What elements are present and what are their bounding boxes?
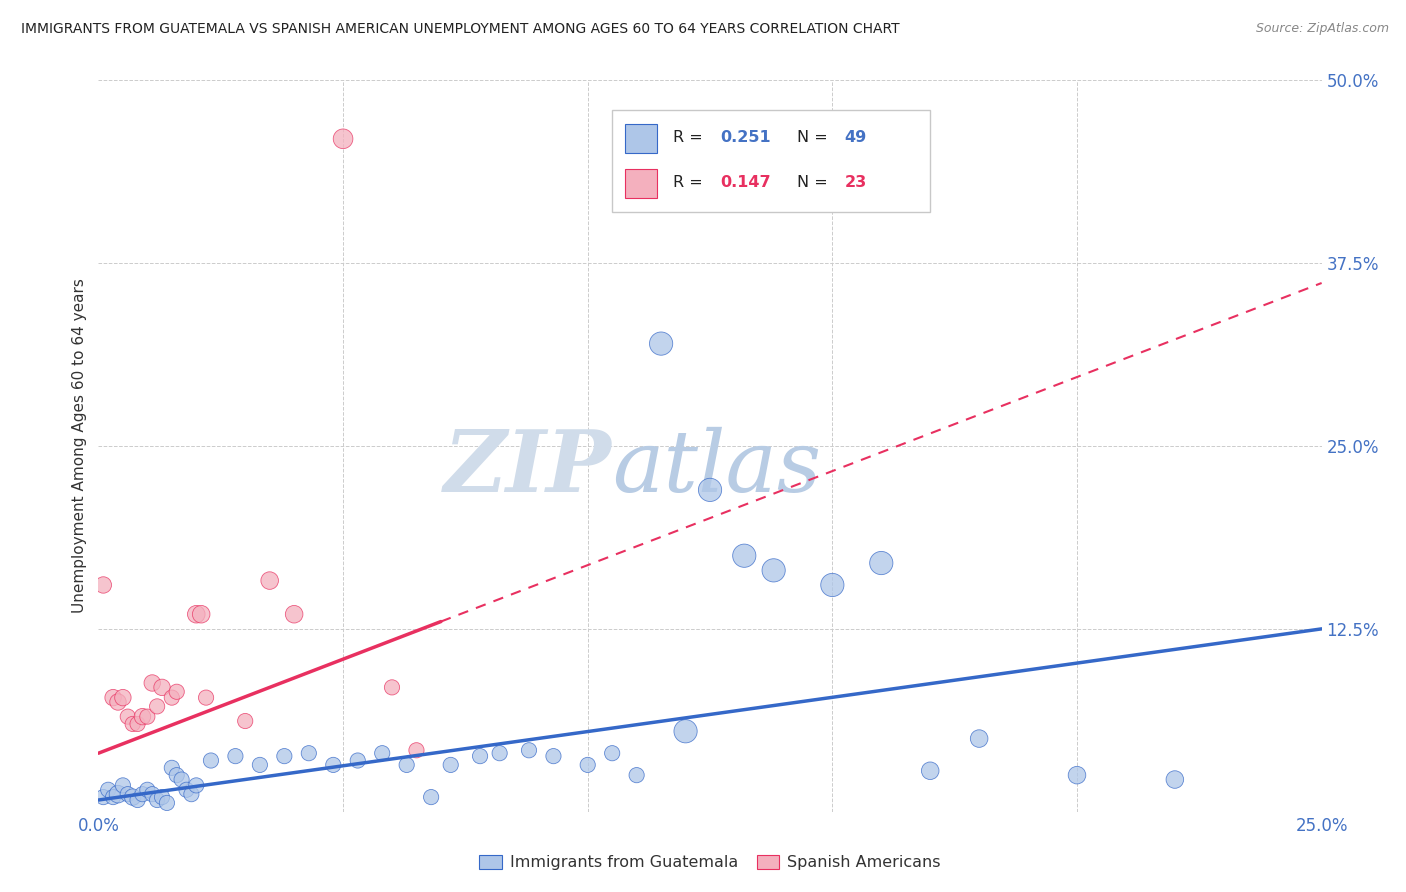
Point: [821, 578, 844, 592]
Point: [283, 607, 305, 622]
Text: R =: R =: [672, 175, 707, 190]
FancyBboxPatch shape: [624, 169, 657, 198]
Point: [107, 787, 129, 801]
Point: [298, 746, 321, 760]
Point: [91, 578, 114, 592]
Point: [1066, 768, 1088, 782]
Point: [166, 685, 188, 699]
Point: [576, 758, 599, 772]
Point: [121, 717, 143, 731]
Point: [186, 607, 208, 622]
Point: [127, 717, 149, 731]
Point: [488, 746, 510, 760]
Point: [121, 790, 143, 805]
Point: [156, 796, 179, 810]
Point: [675, 724, 697, 739]
Text: ZIP: ZIP: [444, 426, 612, 509]
Text: Source: ZipAtlas.com: Source: ZipAtlas.com: [1256, 22, 1389, 36]
Point: [322, 758, 344, 772]
Point: [170, 772, 193, 787]
Text: 49: 49: [845, 130, 866, 145]
Point: [131, 709, 153, 723]
FancyBboxPatch shape: [612, 110, 931, 212]
Point: [762, 563, 785, 577]
Point: [141, 787, 163, 801]
Point: [101, 790, 124, 805]
Point: [420, 790, 443, 805]
Point: [97, 782, 120, 797]
Point: [200, 754, 222, 768]
Text: IMMIGRANTS FROM GUATEMALA VS SPANISH AMERICAN UNEMPLOYMENT AMONG AGES 60 TO 64 Y: IMMIGRANTS FROM GUATEMALA VS SPANISH AME…: [21, 22, 900, 37]
Point: [141, 676, 163, 690]
Point: [870, 556, 893, 570]
Point: [405, 743, 427, 757]
Point: [91, 790, 114, 805]
Point: [117, 787, 139, 801]
Point: [127, 793, 149, 807]
Text: R =: R =: [672, 130, 707, 145]
Point: [699, 483, 721, 497]
Text: N =: N =: [797, 175, 832, 190]
Point: [136, 782, 159, 797]
FancyBboxPatch shape: [624, 124, 657, 153]
Point: [117, 709, 139, 723]
Point: [111, 778, 134, 792]
Point: [101, 690, 124, 705]
Point: [733, 549, 755, 563]
Point: [233, 714, 256, 728]
Point: [395, 758, 418, 772]
Point: [160, 761, 183, 775]
Y-axis label: Unemployment Among Ages 60 to 64 years: Unemployment Among Ages 60 to 64 years: [72, 278, 87, 614]
Point: [440, 758, 463, 772]
Point: [111, 690, 134, 705]
Point: [186, 778, 208, 792]
Point: [259, 574, 281, 588]
Point: [626, 768, 648, 782]
Point: [131, 787, 153, 801]
Point: [249, 758, 271, 772]
Point: [107, 695, 129, 709]
Point: [371, 746, 394, 760]
Text: atlas: atlas: [612, 426, 821, 509]
Point: [160, 690, 183, 705]
Text: 23: 23: [845, 175, 866, 190]
Point: [543, 749, 565, 764]
Point: [650, 336, 672, 351]
Point: [195, 690, 218, 705]
Point: [332, 132, 354, 146]
Point: [150, 790, 173, 805]
Text: N =: N =: [797, 130, 832, 145]
Point: [1164, 772, 1187, 787]
Point: [146, 793, 169, 807]
Point: [346, 754, 368, 768]
Point: [136, 709, 159, 723]
Point: [468, 749, 491, 764]
Text: 0.147: 0.147: [720, 175, 770, 190]
Point: [273, 749, 295, 764]
Point: [176, 782, 198, 797]
Point: [600, 746, 623, 760]
Point: [920, 764, 942, 778]
Point: [517, 743, 540, 757]
Legend: Immigrants from Guatemala, Spanish Americans: Immigrants from Guatemala, Spanish Ameri…: [472, 848, 948, 877]
Point: [967, 731, 990, 746]
Point: [180, 787, 202, 801]
Point: [381, 681, 404, 695]
Point: [190, 607, 212, 622]
Point: [150, 681, 173, 695]
Point: [166, 768, 188, 782]
Point: [224, 749, 246, 764]
Point: [146, 699, 169, 714]
Text: 0.251: 0.251: [720, 130, 770, 145]
